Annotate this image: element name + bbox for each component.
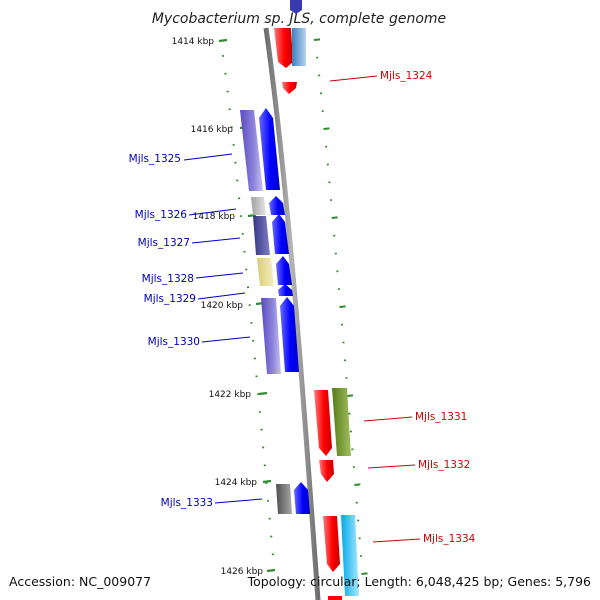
forward-labels: Mjls_1325 Mjls_1326 Mjls_1327 Mjls_1328 … bbox=[129, 153, 263, 509]
label-leader bbox=[201, 336, 251, 343]
kbp-labels: 1414 kbp 1416 kbp 1418 kbp 1420 kbp 1422… bbox=[172, 37, 264, 577]
gene-mjls-1326 bbox=[251, 196, 285, 215]
gene-arrow bbox=[259, 108, 280, 190]
gene-label-mjls-1333[interactable]: Mjls_1333 bbox=[161, 497, 213, 509]
gene-cog-bar bbox=[253, 216, 270, 255]
ring-dot bbox=[323, 127, 330, 130]
label-leader bbox=[197, 292, 246, 300]
genome-backbone bbox=[263, 27, 321, 600]
label-leader bbox=[195, 272, 244, 279]
gene-arrow bbox=[276, 256, 292, 285]
kbp-label: 1416 kbp bbox=[191, 125, 234, 135]
gene-arrow bbox=[269, 196, 285, 215]
gene-arrow bbox=[290, 0, 302, 14]
gene-mjls-1333 bbox=[276, 482, 310, 514]
gene-top-partial bbox=[274, 0, 306, 68]
gene-arrow bbox=[294, 482, 310, 514]
gene-mjls-1327 bbox=[253, 214, 289, 255]
kbp-tick bbox=[258, 391, 268, 396]
kbp-label: 1422 kbp bbox=[209, 390, 252, 400]
label-leader bbox=[214, 498, 263, 504]
gene-label-mjls-1327[interactable]: Mjls_1327 bbox=[138, 237, 190, 249]
ring-dot bbox=[346, 394, 354, 397]
label-leader bbox=[191, 237, 241, 244]
kbp-tick bbox=[266, 568, 276, 573]
gene-arrow bbox=[274, 28, 293, 68]
label-leader bbox=[367, 464, 416, 469]
ring-dot bbox=[313, 38, 321, 41]
gene-label-mjls-1334[interactable]: Mjls_1334 bbox=[423, 533, 476, 545]
label-leader bbox=[372, 538, 421, 543]
gene-label-mjls-1324[interactable]: Mjls_1324 bbox=[380, 70, 433, 82]
label-leader bbox=[188, 208, 237, 216]
gene-label-mjls-1325[interactable]: Mjls_1325 bbox=[129, 153, 181, 165]
gene-mjls-1324 bbox=[282, 82, 297, 94]
gene-cog-bar bbox=[276, 484, 292, 514]
label-leader bbox=[363, 416, 413, 422]
gene-arrow bbox=[272, 214, 289, 254]
genome-summary-text: Topology: circular; Length: 6,048,425 bp… bbox=[247, 574, 591, 589]
kbp-label: 1418 kbp bbox=[193, 212, 236, 222]
gene-label-mjls-1326[interactable]: Mjls_1326 bbox=[135, 209, 188, 221]
tick-ring-outer bbox=[313, 38, 368, 575]
gene-cog-bar bbox=[341, 515, 359, 596]
gene-cog-bar bbox=[292, 28, 306, 66]
gene-cog-bar bbox=[240, 110, 263, 191]
gene-mjls-1331 bbox=[314, 388, 351, 456]
gene-arrow bbox=[278, 284, 293, 296]
gene-arrow bbox=[319, 460, 334, 482]
ring-dot bbox=[339, 305, 346, 308]
gene-cog-bar bbox=[257, 258, 274, 286]
gene-mjls-1329 bbox=[278, 284, 293, 296]
gene-label-mjls-1330[interactable]: Mjls_1330 bbox=[148, 336, 200, 348]
gene-mjls-1334 bbox=[323, 515, 359, 596]
gene-cog-bar bbox=[251, 197, 266, 215]
kbp-label: 1426 kbp bbox=[221, 567, 264, 577]
gene-arrow bbox=[323, 516, 340, 572]
gene-arrow bbox=[314, 390, 332, 456]
kbp-tick bbox=[247, 213, 257, 218]
kbp-label: 1414 kbp bbox=[172, 37, 215, 47]
kbp-label: 1420 kbp bbox=[201, 301, 244, 311]
reverse-labels: Mjls_1324 Mjls_1331 Mjls_1332 Mjls_1334 bbox=[329, 70, 476, 545]
kbp-tick bbox=[218, 38, 228, 43]
ring-dot bbox=[354, 483, 361, 486]
gene-label-mjls-1328[interactable]: Mjls_1328 bbox=[142, 273, 194, 285]
gene-label-mjls-1331[interactable]: Mjls_1331 bbox=[415, 411, 467, 423]
tick-ring-inner bbox=[221, 55, 274, 556]
map-title: Mycobacterium sp. JLS, complete genome bbox=[152, 11, 446, 27]
accession-text: Accession: NC_009077 bbox=[9, 574, 151, 589]
gene-arrow bbox=[280, 297, 299, 372]
gene-mjls-1328 bbox=[257, 256, 292, 286]
gene-mjls-1330 bbox=[261, 297, 299, 374]
kbp-label: 1424 kbp bbox=[215, 478, 258, 488]
gene-bottom-partial bbox=[328, 596, 342, 600]
gene-mjls-1325 bbox=[240, 108, 280, 191]
gene-arrow bbox=[282, 82, 297, 94]
ring-dot bbox=[331, 216, 338, 219]
gene-cog-bar bbox=[332, 388, 351, 456]
gene-label-mjls-1329[interactable]: Mjls_1329 bbox=[144, 293, 196, 305]
label-leader bbox=[183, 153, 233, 161]
gene-cog-bar bbox=[261, 298, 281, 374]
ring-dot bbox=[361, 572, 368, 575]
label-leader bbox=[329, 75, 378, 82]
gene-mjls-1332 bbox=[319, 460, 334, 482]
gene-label-mjls-1332[interactable]: Mjls_1332 bbox=[418, 459, 470, 471]
kbp-tick bbox=[262, 479, 272, 484]
